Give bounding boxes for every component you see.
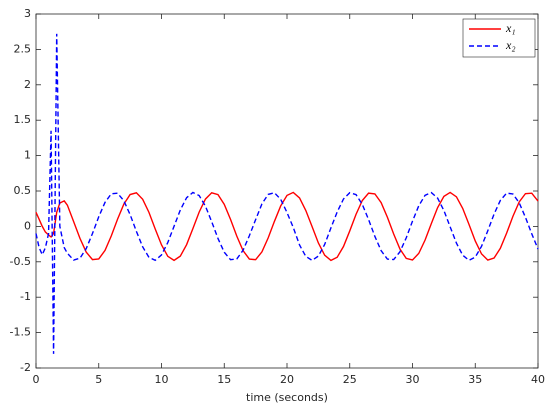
- x-tick-label: 25: [343, 373, 357, 386]
- y-tick-label: 2.5: [14, 42, 32, 55]
- plot-area: [35, 13, 539, 369]
- x-tick-label: 30: [406, 373, 420, 386]
- y-tick-label: -0.5: [10, 255, 31, 268]
- x-tick-label: 40: [531, 373, 545, 386]
- y-tick-label: -2: [20, 361, 31, 374]
- y-tick-label: -1.5: [10, 326, 31, 339]
- x-tick-label: 10: [155, 373, 169, 386]
- y-tick-label: 0: [24, 219, 31, 232]
- y-tick-label: 2: [24, 78, 31, 91]
- x-tick-label: 0: [33, 373, 40, 386]
- legend-box: [462, 18, 536, 58]
- series-line: [35, 191, 539, 262]
- x-tick-label: 35: [468, 373, 482, 386]
- y-tick-label: 0.5: [14, 184, 32, 197]
- x-tick-label: 20: [280, 373, 294, 386]
- series-line: [35, 33, 539, 354]
- x-tick-label: 15: [217, 373, 231, 386]
- y-tick-label: 1: [24, 149, 31, 162]
- legend-label: x₂: [505, 38, 516, 52]
- x-tick-label: 5: [95, 373, 102, 386]
- legend-label: x₁: [505, 21, 516, 35]
- y-tick-label: -1: [20, 290, 31, 303]
- x-axis-label: time (seconds): [246, 391, 328, 404]
- y-tick-label: 3: [24, 7, 31, 20]
- y-tick-label: 1.5: [14, 113, 32, 126]
